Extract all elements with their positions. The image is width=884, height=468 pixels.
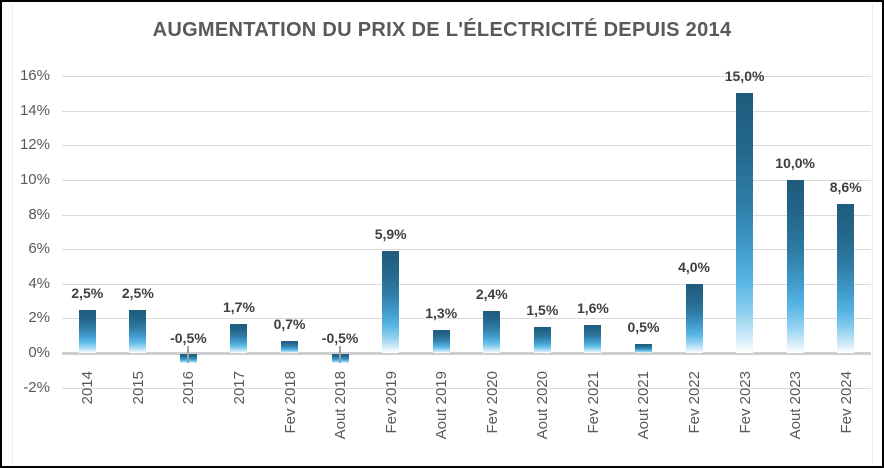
y-axis-tick-label: 8% — [28, 205, 50, 223]
gridline — [62, 110, 871, 112]
bar — [129, 309, 147, 353]
y-axis-tick-label: 2% — [28, 309, 50, 327]
bar — [230, 323, 248, 353]
right-edge-line — [872, 4, 873, 464]
gridline — [62, 283, 871, 285]
gridline — [62, 318, 871, 320]
y-axis-tick-label: -2% — [23, 378, 50, 396]
gridline — [62, 214, 871, 216]
bar — [685, 283, 703, 353]
bar-value-label: 0,7% — [273, 315, 306, 332]
bar-value-label: -0,5% — [321, 330, 359, 346]
axis-tick-mark — [339, 346, 342, 363]
x-axis-category-label: Fev 2023 — [736, 371, 754, 434]
x-axis-category-label: Fev 2018 — [281, 371, 299, 434]
gridline — [62, 76, 871, 78]
gridline — [62, 387, 871, 389]
bar — [78, 309, 96, 353]
bar-value-label: 2,5% — [71, 284, 104, 301]
x-axis-category-label: 2014 — [79, 371, 97, 405]
bar — [483, 311, 501, 353]
gridline — [62, 145, 871, 147]
x-axis-category-label: Aout 2020 — [534, 371, 552, 440]
x-axis-category-label: Fev 2022 — [686, 371, 704, 434]
bar-value-label: 2,4% — [475, 286, 508, 303]
y-axis-tick-label: 10% — [19, 170, 50, 188]
chart-title: AUGMENTATION DU PRIX DE L'ÉLECTRICITÉ DE… — [152, 19, 732, 41]
x-axis-category-label: Fev 2020 — [483, 371, 501, 434]
bar — [837, 204, 855, 353]
y-axis-tick-label: 14% — [19, 101, 50, 119]
y-axis-tick-label: 0% — [28, 344, 50, 361]
bar — [634, 344, 652, 353]
gridline — [62, 249, 871, 251]
bar-value-label: 8,6% — [829, 179, 862, 196]
bar-value-label: 1,6% — [576, 300, 609, 317]
y-axis-tick-label: 16% — [19, 67, 50, 85]
bar-value-label: 1,7% — [223, 298, 255, 315]
bar-value-label: 1,5% — [526, 302, 559, 319]
bar-value-label: 0,5% — [627, 319, 660, 336]
x-axis-category-label: Fev 2019 — [382, 371, 400, 434]
bar-value-label: 5,9% — [374, 225, 407, 242]
bar — [736, 93, 754, 353]
bar-value-label: 15,0% — [724, 68, 765, 85]
x-axis-category-label: 2017 — [230, 371, 248, 405]
x-axis-category-label: Aout 2021 — [635, 371, 653, 440]
bar — [281, 340, 299, 353]
left-edge-line — [12, 4, 13, 464]
bar-value-label: 10,0% — [775, 154, 815, 171]
y-axis-tick-label: 12% — [19, 136, 50, 154]
x-axis-category-label: Aout 2023 — [787, 371, 805, 440]
bar — [432, 330, 450, 353]
x-axis-category-label: Aout 2018 — [332, 371, 350, 440]
x-axis-category-label: Aout 2019 — [433, 371, 451, 440]
bar — [786, 179, 804, 353]
x-axis-category-label: 2015 — [129, 371, 147, 405]
bar — [584, 325, 602, 353]
bar — [382, 250, 400, 353]
bar-value-label: 4,0% — [678, 258, 710, 275]
axis-tick-mark — [187, 346, 190, 363]
bar-value-label: -0,5% — [170, 330, 207, 346]
x-axis-category-label: Fev 2021 — [584, 371, 602, 434]
bar-value-label: 1,3% — [425, 305, 458, 322]
x-axis-category-label: 2016 — [180, 371, 198, 405]
zero-axis-line — [62, 352, 871, 355]
gridline — [62, 179, 871, 181]
bar-value-label: 2,5% — [121, 284, 154, 301]
y-axis-tick-label: 6% — [28, 240, 50, 258]
x-axis-category-label: Fev 2024 — [837, 371, 855, 434]
y-axis-tick-label: 4% — [28, 274, 50, 292]
bar — [533, 327, 551, 353]
